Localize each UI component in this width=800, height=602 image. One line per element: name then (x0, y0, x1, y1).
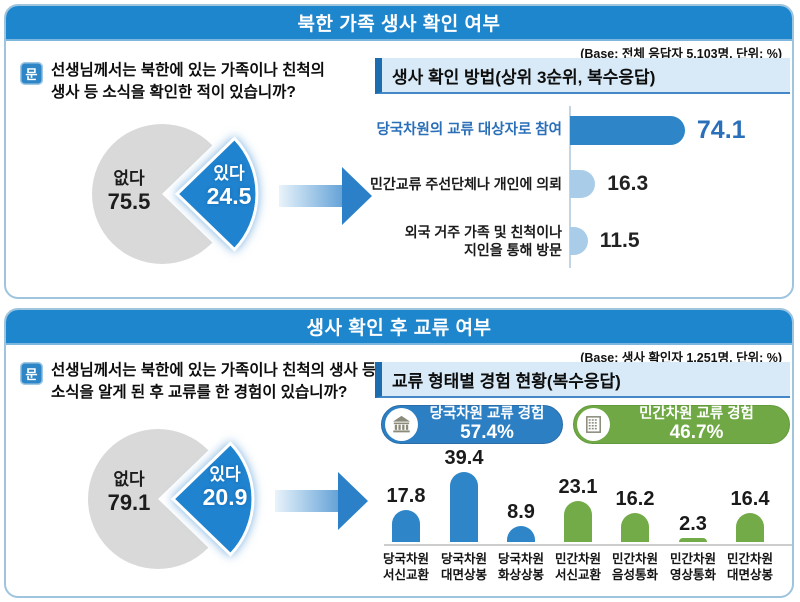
bar-column: 2.3 (679, 513, 707, 542)
bar-column: 23.1 (559, 476, 597, 542)
arrow-head-icon (342, 167, 372, 225)
panel-title: 북한 가족 생사 확인 여부 (6, 6, 792, 41)
pie-label-yes: 있다 24.5 (206, 164, 252, 210)
bar-label: 외국 거주 가족 및 친척이나 지인을 통해 방문 (404, 224, 562, 259)
bar-value: 17.8 (386, 485, 426, 508)
bar-column: 39.4 (445, 447, 483, 542)
bar-column: 16.4 (731, 488, 769, 542)
bar (392, 510, 420, 542)
bar-label: 민간차원 대면상봉 (726, 552, 773, 583)
bar (570, 227, 588, 256)
pie-label-no: 없다 79.1 (107, 470, 151, 516)
base-note: (Base: 생사 확인자 1,251명, 단위: %) (580, 351, 782, 365)
bar-row: 외국 거주 가족 및 친척이나 지인을 통해 방문 11.5 (336, 223, 640, 259)
pie-chart-exchange (34, 408, 414, 596)
question-block: 문 선생님께서는 북한에 있는 가족이나 친척의 생사 등 소식을 알게 된 후… (20, 360, 376, 404)
bar-value: 16.2 (615, 488, 655, 511)
bar-value: 16.3 (607, 172, 649, 195)
arrow-head-icon (338, 472, 368, 530)
pie-svg (88, 429, 368, 569)
panel-title: 생사 확인 후 교류 여부 (6, 310, 792, 345)
bar (679, 537, 707, 542)
pie-label-yes: 있다 20.9 (202, 465, 248, 511)
pie-svg (92, 124, 372, 264)
pie-yes-slice (174, 136, 259, 252)
bar-value: 23.1 (558, 475, 598, 498)
bar-baseline (384, 544, 792, 546)
bar-label: 민간교류 주선단체나 개인에 의뢰 (370, 175, 562, 192)
badge-text: 민간차원 교류 경험 46.7% (639, 405, 754, 443)
bar-row: 민간교류 주선단체나 개인에 의뢰 16.3 (336, 170, 648, 198)
bar-value: 2.3 (679, 512, 707, 535)
government-building-icon (385, 408, 418, 441)
bar-row: 당국차원의 교류 대상자로 참여 74.1 (336, 116, 746, 145)
question-icon: 문 (20, 62, 43, 85)
section-title-method: 생사 확인 방법(상위 3순위, 복수응답) (375, 58, 790, 94)
bar-column: 17.8 (387, 485, 425, 542)
bar-column: 16.2 (616, 488, 654, 542)
panel-exchange: 생사 확인 후 교류 여부 (Base: 생사 확인자 1,251명, 단위: … (4, 308, 794, 598)
bar-label: 당국차원 대면상봉 (440, 552, 487, 583)
question-text: 선생님께서는 북한에 있는 가족이나 친척의 생사 등 소식을 확인한 적이 있… (51, 62, 325, 101)
bar-value: 74.1 (696, 116, 746, 144)
bar-label: 당국차원 서신교환 (382, 552, 429, 583)
bar-label: 당국차원 화상상봉 (497, 552, 544, 583)
question-icon: 문 (20, 362, 43, 385)
bar (450, 471, 478, 542)
bar-column: 8.9 (507, 501, 535, 542)
bar-label: 민간차원 음성통화 (611, 552, 658, 583)
bar-value: 16.4 (730, 487, 770, 510)
panel-status-check: 북한 가족 생사 확인 여부 (Base: 전체 응답자 5,103명, 단위:… (4, 4, 794, 299)
question-text: 선생님께서는 북한에 있는 가족이나 친척의 생사 등 소식을 알게 된 후 교… (51, 362, 377, 401)
private-building-icon (577, 408, 610, 441)
badge-private: 민간차원 교류 경험 46.7% (573, 405, 790, 444)
bar-value: 11.5 (599, 229, 640, 253)
bar-label: 당국차원의 교류 대상자로 참여 (376, 122, 562, 139)
bar (621, 513, 649, 542)
bar (570, 116, 685, 145)
bar (507, 526, 535, 542)
pie-chart-status (38, 103, 418, 293)
arrow-body (279, 185, 343, 207)
bar (564, 500, 592, 542)
base-note: (Base: 전체 응답자 5,103명, 단위: %) (580, 47, 782, 61)
bar (570, 170, 596, 198)
section-title-exchange: 교류 형태별 경험 현황(복수응답) (375, 362, 790, 398)
bar-value: 39.4 (444, 446, 484, 469)
bar-label: 민간차원 영상통화 (669, 552, 716, 583)
bar-label: 민간차원 서신교환 (554, 552, 601, 583)
question-block: 문 선생님께서는 북한에 있는 가족이나 친척의 생사 등 소식을 확인한 적이… (20, 60, 325, 104)
pie-yes-slice (170, 441, 255, 557)
bar (736, 512, 764, 542)
badge-text: 당국차원 교류 경험 57.4% (429, 405, 545, 443)
pie-label-no: 없다 75.5 (107, 169, 151, 215)
bar-value: 8.9 (507, 501, 535, 524)
arrow-body (275, 490, 339, 512)
badge-government: 당국차원 교류 경험 57.4% (381, 405, 563, 444)
